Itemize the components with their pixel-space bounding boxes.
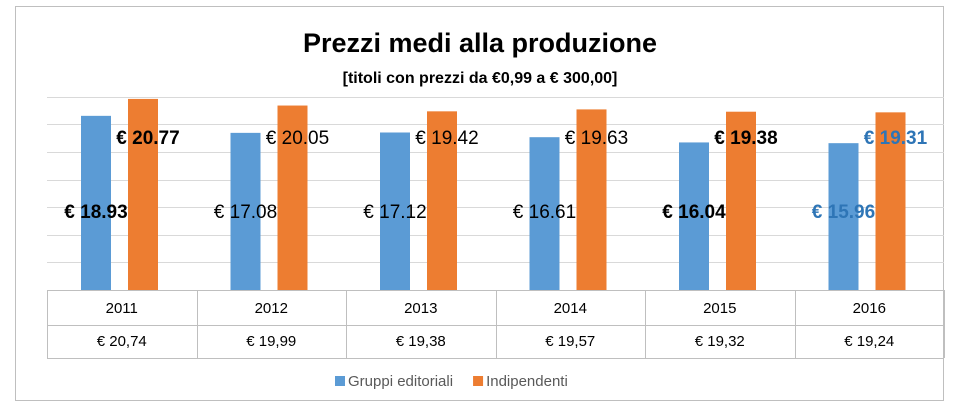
legend-label: Indipendenti	[486, 373, 568, 390]
table-cell: € 19,57	[545, 333, 595, 350]
chart-border	[15, 6, 944, 401]
bar	[277, 105, 308, 290]
table-cell: € 20,74	[97, 333, 147, 350]
bar	[128, 98, 158, 290]
x-tick-label: 2014	[554, 300, 587, 317]
bar	[576, 109, 607, 291]
x-tick-label: 2012	[255, 300, 288, 317]
data-label: € 15.96	[812, 202, 875, 223]
bar	[380, 132, 410, 290]
data-label: € 19.42	[415, 128, 478, 149]
data-label: € 17.08	[214, 202, 277, 223]
bar	[427, 111, 457, 290]
bar	[679, 142, 709, 290]
x-tick-label: 2016	[853, 300, 886, 317]
table-cell: € 19,99	[246, 333, 296, 350]
legend-swatch	[335, 376, 345, 386]
legend-label: Gruppi editoriali	[348, 373, 453, 390]
legend-swatch	[473, 376, 484, 386]
bar	[875, 112, 906, 291]
data-label: € 19.63	[565, 128, 628, 149]
bar	[81, 115, 111, 291]
data-label: € 20.77	[116, 128, 179, 149]
data-label: € 16.04	[662, 202, 726, 223]
table-cell: € 19,24	[844, 333, 894, 350]
bar	[726, 111, 756, 290]
table-cell: € 19,38	[396, 333, 446, 350]
data-label: € 18.93	[64, 202, 127, 223]
x-tick-label: 2011	[106, 300, 138, 317]
data-label: € 20.05	[266, 128, 329, 149]
data-label: € 19.31	[864, 128, 928, 149]
table-cell: € 19,32	[695, 333, 745, 350]
data-label: € 17.12	[363, 202, 426, 223]
bar	[828, 143, 859, 290]
data-label: € 16.61	[513, 202, 576, 223]
chart-subtitle: [titoli con prezzi da €0,99 a € 300,00]	[343, 70, 618, 87]
data-label: € 19.38	[714, 128, 777, 149]
x-tick-label: 2013	[404, 300, 437, 317]
chart-title: Prezzi medi alla produzione	[303, 28, 657, 58]
x-tick-label: 2015	[703, 300, 736, 317]
bar	[230, 132, 261, 290]
bar	[529, 137, 560, 290]
